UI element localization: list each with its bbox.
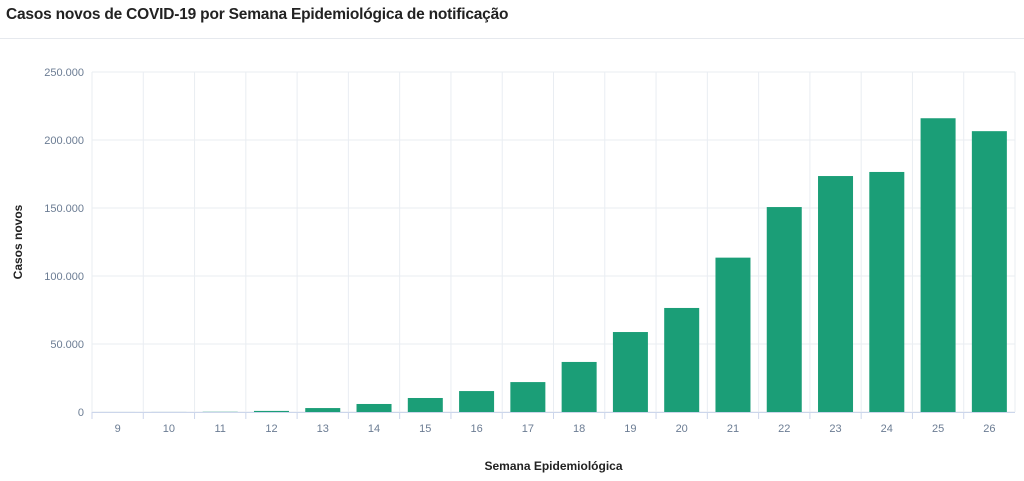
x-tick-label: 11 (214, 423, 225, 435)
bar (459, 391, 495, 412)
y-axis-label: Casos novos (11, 204, 25, 279)
bar (612, 332, 648, 412)
x-tick-label: 21 (727, 423, 739, 435)
divider (0, 38, 1024, 39)
y-tick-label: 0 (78, 407, 84, 419)
bar (971, 131, 1007, 412)
x-tick-label: 16 (470, 423, 482, 435)
x-tick-label: 19 (624, 423, 636, 435)
bar (356, 403, 392, 412)
bar (715, 257, 751, 412)
y-tick-label: 150.000 (44, 203, 84, 215)
y-tick-label: 100.000 (44, 271, 84, 283)
bar (305, 408, 341, 412)
bar (664, 307, 700, 412)
chart-title: Casos novos de COVID-19 por Semana Epide… (6, 6, 509, 23)
bar (818, 176, 854, 412)
y-tick-label: 250.000 (44, 67, 84, 79)
x-tick-label: 14 (368, 423, 380, 435)
bar (510, 382, 546, 412)
x-tick-label: 25 (932, 423, 944, 435)
x-tick-label: 22 (778, 423, 790, 435)
x-tick-label: 20 (676, 423, 688, 435)
bar (561, 361, 597, 412)
bar (869, 171, 905, 412)
bar (920, 118, 956, 413)
x-tick-label: 26 (983, 423, 995, 435)
bar (253, 410, 289, 412)
x-tick-label: 9 (115, 423, 121, 435)
x-tick-label: 17 (522, 423, 534, 435)
x-axis-label: Semana Epidemiológica (484, 459, 622, 473)
x-tick-label: 24 (881, 423, 893, 435)
x-tick-label: 10 (163, 423, 175, 435)
x-tick-label: 12 (265, 423, 277, 435)
bar (766, 207, 802, 412)
x-tick-label: 23 (829, 423, 841, 435)
bar (407, 397, 443, 412)
x-tick-label: 18 (573, 423, 585, 435)
x-tick-label: 15 (419, 423, 431, 435)
y-tick-label: 50.000 (50, 339, 84, 351)
y-tick-label: 200.000 (44, 135, 84, 147)
x-tick-label: 13 (317, 423, 329, 435)
